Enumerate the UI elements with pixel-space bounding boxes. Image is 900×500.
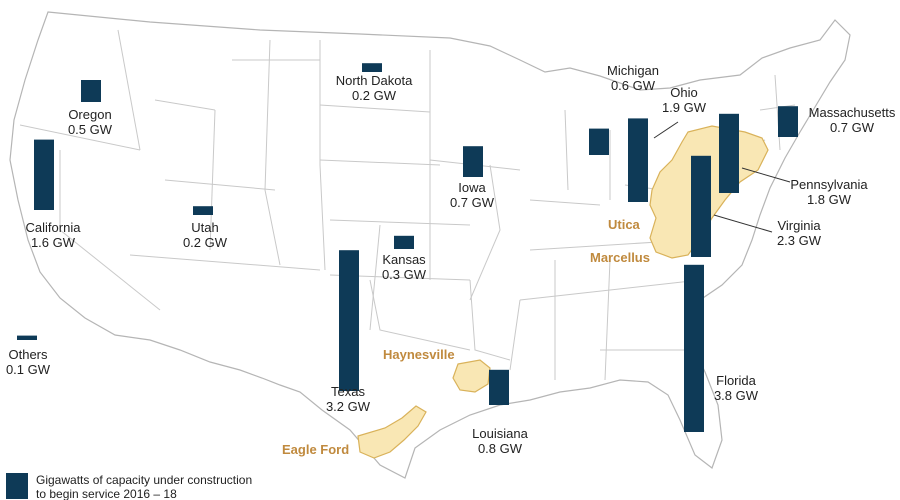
bar-north-dakota — [362, 63, 382, 72]
legend-line-1: Gigawatts of capacity under construction — [36, 473, 252, 487]
state-borders — [19, 29, 796, 381]
bar-ohio — [628, 118, 648, 202]
leader-lines — [653, 121, 791, 233]
value-utah: 0.2 GW — [183, 235, 228, 250]
ohio-leader — [653, 121, 679, 139]
state-labels: Oregon 0.5 GW California 1.6 GW Utah 0.2… — [6, 63, 896, 456]
virginia-leader — [713, 214, 773, 233]
label-iowa: Iowa — [458, 180, 486, 195]
value-louisiana: 0.8 GW — [478, 441, 523, 456]
label-pennsylvania: Pennsylvania — [790, 177, 868, 192]
value-michigan: 0.6 GW — [611, 78, 656, 93]
value-pennsylvania: 1.8 GW — [807, 192, 852, 207]
bar-kansas — [394, 235, 414, 249]
legend-line-2: to begin service 2016 – 18 — [36, 487, 177, 500]
bar-louisiana — [489, 369, 509, 405]
label-ohio: Ohio — [670, 85, 697, 100]
label-florida: Florida — [716, 373, 757, 388]
label-california: California — [26, 220, 82, 235]
label-massachusetts: Massachusetts — [809, 105, 896, 120]
label-kansas: Kansas — [382, 252, 426, 267]
label-virginia: Virginia — [777, 218, 821, 233]
value-florida: 3.8 GW — [714, 388, 759, 403]
haynesville-label: Haynesville — [383, 347, 455, 362]
label-north-dakota: North Dakota — [336, 73, 413, 88]
value-north-dakota: 0.2 GW — [352, 88, 397, 103]
value-kansas: 0.3 GW — [382, 267, 427, 282]
value-others: 0.1 GW — [6, 362, 51, 377]
bar-california — [34, 139, 54, 210]
bar-oregon — [81, 80, 101, 102]
label-texas: Texas — [331, 384, 365, 399]
bar-virginia — [691, 155, 711, 257]
shale-play-labels: Utica Marcellus Haynesville Eagle Ford — [282, 217, 650, 457]
bar-texas — [339, 250, 359, 391]
bars-layer — [17, 63, 798, 432]
label-michigan: Michigan — [607, 63, 659, 78]
utica-label: Utica — [608, 217, 641, 232]
label-oregon: Oregon — [68, 107, 111, 122]
value-virginia: 2.3 GW — [777, 233, 822, 248]
eagle-ford-region — [357, 405, 427, 459]
bar-florida — [684, 264, 704, 432]
label-louisiana: Louisiana — [472, 426, 528, 441]
value-iowa: 0.7 GW — [450, 195, 495, 210]
pennsylvania-leader — [741, 167, 791, 183]
bar-others — [17, 335, 37, 340]
legend-swatch — [6, 473, 28, 499]
label-others: Others — [8, 347, 48, 362]
label-utah: Utah — [191, 220, 218, 235]
bar-pennsylvania — [719, 113, 739, 193]
bar-iowa — [463, 146, 483, 177]
bar-massachusetts — [778, 106, 798, 137]
bar-utah — [193, 206, 213, 215]
value-california: 1.6 GW — [31, 235, 76, 250]
value-texas: 3.2 GW — [326, 399, 371, 414]
eagle-ford-label: Eagle Ford — [282, 442, 349, 457]
legend: Gigawatts of capacity under construction… — [6, 473, 252, 500]
haynesville-region — [452, 359, 491, 393]
bar-michigan — [589, 128, 609, 155]
value-massachusetts: 0.7 GW — [830, 120, 875, 135]
value-oregon: 0.5 GW — [68, 122, 113, 137]
marcellus-label: Marcellus — [590, 250, 650, 265]
value-ohio: 1.9 GW — [662, 100, 707, 115]
